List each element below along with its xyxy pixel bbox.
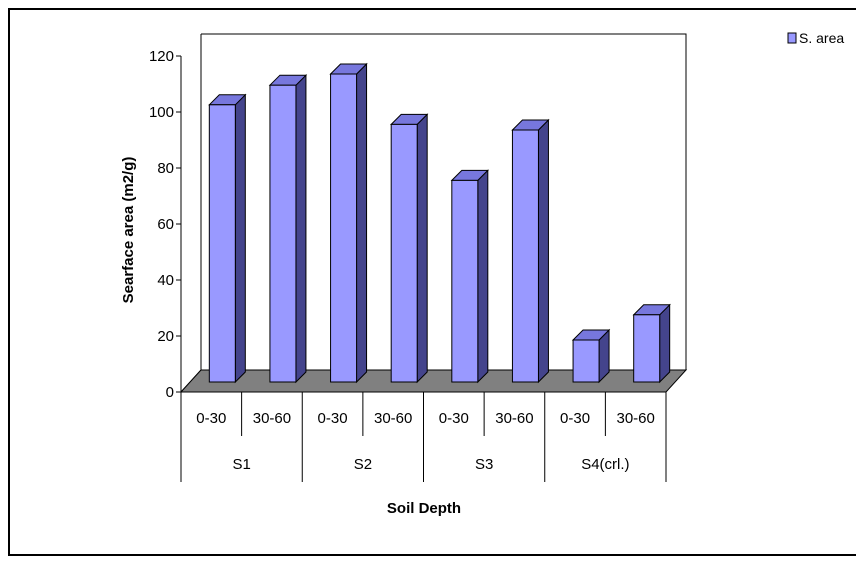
y-tick-label: 40 (157, 272, 174, 289)
floor-plane (179, 369, 688, 393)
group-label: S1 (232, 456, 250, 473)
y-axis: 0 20 40 60 80 100 120 (149, 48, 182, 401)
bar-side (234, 93, 246, 384)
y-tick-label: 80 (157, 160, 174, 177)
y-tick-label: 0 (166, 384, 174, 401)
x-tick-label: 30-60 (253, 410, 291, 427)
bar-front (633, 314, 661, 383)
back-wall (201, 33, 687, 370)
bar-front (451, 179, 479, 383)
y-tick-label: 120 (149, 48, 174, 65)
bar-side (659, 303, 671, 384)
x-tick-label: 0-30 (318, 410, 348, 427)
plot-walls (180, 33, 687, 393)
x-tick-label: 0-30 (196, 410, 226, 427)
bar-front (572, 339, 600, 383)
bar-side (416, 113, 428, 384)
x-tick-label: 0-30 (439, 410, 469, 427)
group-label: S2 (354, 456, 372, 473)
x-tick-label: 0-30 (560, 410, 590, 427)
x-tick-label: 30-60 (617, 410, 655, 427)
bar (450, 169, 490, 384)
y-tick-label: 100 (149, 104, 174, 121)
bar (268, 73, 308, 384)
y-tick-label: 20 (157, 328, 174, 345)
x-axis-title: Soil Depth (387, 500, 461, 517)
legend: S. area (787, 30, 844, 46)
bar (511, 118, 550, 384)
bar-front (269, 84, 297, 383)
legend-label: S. area (799, 30, 844, 46)
bar (329, 62, 368, 384)
bar-front (390, 123, 418, 383)
bar (632, 303, 671, 384)
x-tick-label: 30-60 (374, 410, 412, 427)
x-tick-label: 30-60 (495, 410, 533, 427)
group-label: S3 (475, 456, 493, 473)
group-label: S4(crl.) (581, 456, 629, 473)
legend-swatch (787, 32, 797, 44)
bar (208, 93, 247, 384)
bar-side (356, 62, 368, 384)
bar-side (295, 73, 307, 384)
bar-side (477, 169, 489, 384)
y-tick-label: 60 (157, 216, 174, 233)
chart-frame (8, 8, 856, 556)
bar-front (511, 129, 539, 383)
x-axis: 0-30 30-60 0-30 30-60 0-30 30-60 0-30 30-60 S1 S2… (180, 391, 667, 482)
left-wall (180, 34, 202, 393)
bar (389, 113, 429, 384)
plot-floor (179, 369, 688, 393)
bar-front (330, 73, 358, 383)
bar-front (208, 104, 236, 383)
bars (208, 62, 671, 384)
bar-side (537, 118, 549, 384)
y-axis-title: Searface area (m2/g) (120, 157, 137, 304)
bar (571, 328, 611, 384)
